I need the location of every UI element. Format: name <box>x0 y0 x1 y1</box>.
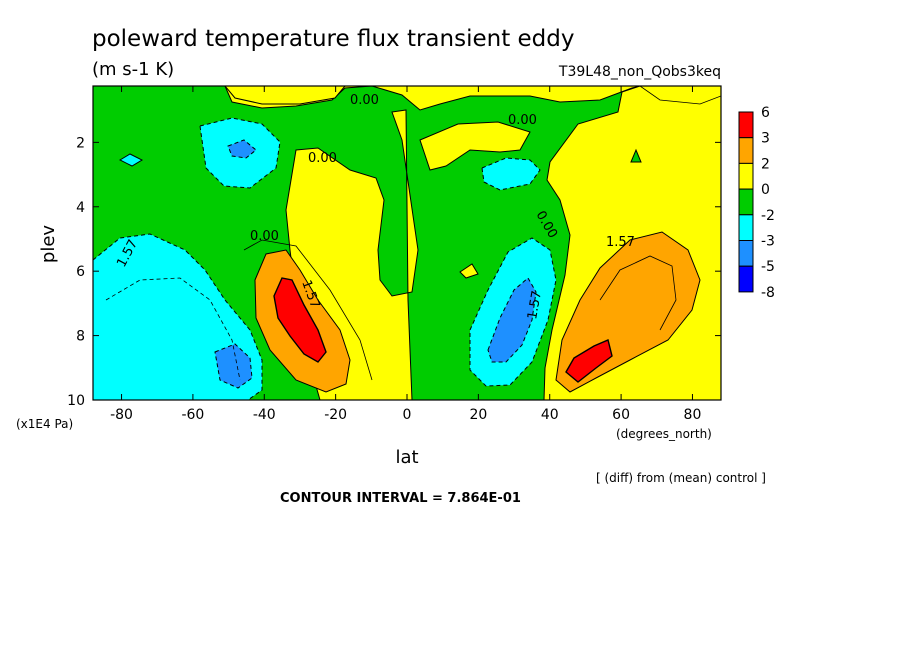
y-axis-units: (x1E4 Pa) <box>16 417 73 431</box>
colorbar-swatch <box>738 265 754 293</box>
x-tick-label: 20 <box>469 407 487 423</box>
x-tick-label: -40 <box>253 407 276 423</box>
chart-units: (m s-1 K) <box>92 59 174 80</box>
colorbar-label: 6 <box>761 105 770 121</box>
band-blue-nh <box>487 277 537 363</box>
colorbar-label: -2 <box>761 208 775 224</box>
band-cyan-nh-upper <box>481 157 541 191</box>
contour-label: 1.57 <box>525 290 545 321</box>
x-tick-label: -20 <box>324 407 347 423</box>
band-blue-sh-upper <box>227 139 257 159</box>
y-tick-label: 10 <box>67 393 85 409</box>
y-tick-label: 2 <box>76 135 85 151</box>
contour-lines <box>105 86 721 381</box>
y-tick-label: 8 <box>76 329 85 345</box>
band-yellow-upper <box>224 86 346 105</box>
x-tick-label: -60 <box>181 407 204 423</box>
colorbar-swatch <box>738 111 754 139</box>
colorbar-label: -5 <box>761 259 775 275</box>
x-tick-label: 60 <box>612 407 630 423</box>
contour-label: 0.00 <box>508 113 537 128</box>
band-red-sh <box>273 277 327 363</box>
contour-label: 0.00 <box>350 93 379 108</box>
colorbar-swatch <box>738 240 754 267</box>
y-axis: 2 4 6 8 10 <box>67 135 721 409</box>
colorbar-label: -8 <box>761 285 775 301</box>
band-yellow-nh <box>419 121 531 171</box>
band-cyan-small <box>118 153 144 167</box>
colorbar-label: 0 <box>761 182 770 198</box>
band-blue-sh <box>214 343 253 389</box>
colorbar-swatch <box>738 214 754 242</box>
band-yellow-island <box>459 263 479 279</box>
contour-interval: CONTOUR INTERVAL = 7.864E-01 <box>280 491 521 506</box>
x-axis-label: lat <box>395 447 418 468</box>
colorbar-label: 2 <box>761 156 770 172</box>
y-tick-label: 6 <box>76 264 85 280</box>
x-axis: -80 -60 -40 -20 0 20 40 60 80 <box>110 86 701 423</box>
chart-title: poleward temperature flux transient eddy <box>92 26 574 52</box>
x-tick-label: 0 <box>403 407 412 423</box>
contour-label: 1.57 <box>606 235 635 250</box>
colorbar-swatch <box>738 162 754 190</box>
x-tick-label: -80 <box>110 407 133 423</box>
contour-field <box>93 86 721 400</box>
band-green-small <box>630 148 642 163</box>
colorbar-swatch <box>738 188 754 216</box>
band-red-nh <box>565 339 613 383</box>
colorbar-swatch <box>738 137 754 164</box>
run-label: T39L48_non_Qobs3keq <box>558 64 721 80</box>
y-tick-label: 4 <box>76 200 85 216</box>
x-axis-units: (degrees_north) <box>616 427 712 441</box>
contour-label: 0.00 <box>308 151 337 166</box>
colorbar-label: -3 <box>761 234 775 250</box>
x-tick-label: 80 <box>684 407 702 423</box>
y-axis-label: plev <box>38 225 59 264</box>
colorbar-label: 3 <box>761 131 770 147</box>
x-tick-label: 40 <box>541 407 559 423</box>
contour-label: 0.00 <box>250 229 279 244</box>
colorbar: 6 3 2 0 -2 -3 -5 -8 <box>738 105 775 301</box>
diff-note: [ (diff) from (mean) control ] <box>596 471 766 485</box>
